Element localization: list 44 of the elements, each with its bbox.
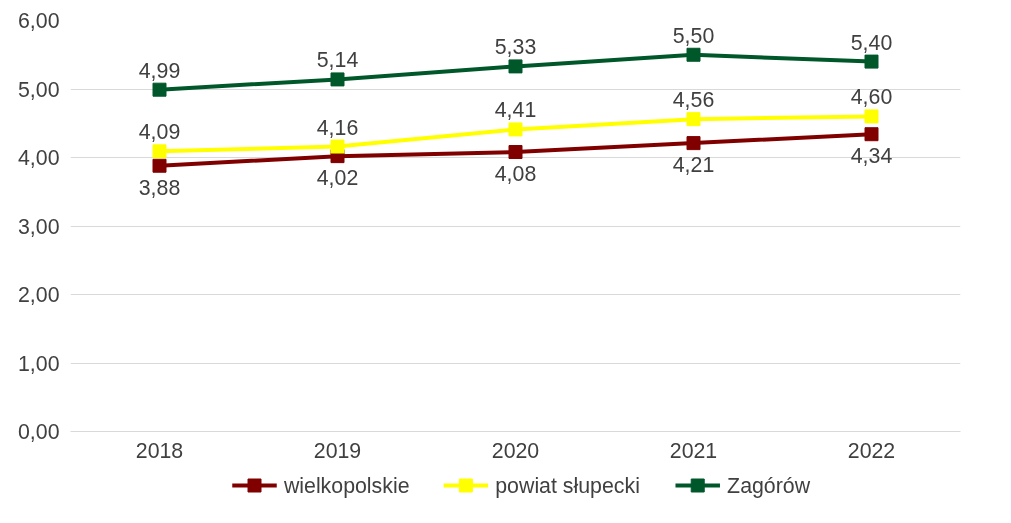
data-label: 4,09 [138, 120, 181, 145]
point [330, 139, 345, 154]
point [330, 72, 345, 87]
point [686, 112, 701, 127]
point [152, 144, 167, 159]
x-tick-label: 2020 [491, 438, 540, 463]
y-tick-label: 1,00 [17, 351, 60, 376]
x-tick-label: 2021 [669, 438, 718, 463]
point [686, 136, 701, 151]
legend-label: powiat słupecki [495, 473, 640, 498]
point [152, 82, 167, 97]
y-tick-label: 5,00 [17, 77, 60, 102]
y-tick-label: 2,00 [17, 283, 60, 307]
data-label: 4,99 [138, 58, 181, 83]
point [508, 122, 523, 137]
point [864, 109, 879, 124]
point [508, 59, 523, 74]
y-tick-label: 0,00 [17, 420, 60, 444]
data-label: 5,14 [316, 48, 359, 73]
data-label: 4,16 [316, 115, 359, 140]
point [864, 127, 879, 142]
y-tick-label: 3,00 [17, 214, 60, 239]
data-label: 4,21 [672, 153, 715, 178]
legend-label: wielkopolskie [282, 473, 410, 498]
data-label: 4,41 [494, 98, 537, 123]
point [508, 145, 523, 160]
data-label: 4,34 [850, 144, 893, 169]
x-tick-label: 2018 [135, 438, 184, 463]
data-label: 5,33 [494, 35, 537, 60]
data-label: 4,60 [850, 85, 893, 110]
data-label: 4,02 [316, 166, 359, 191]
data-label: 3,88 [138, 175, 181, 200]
x-tick-label: 2019 [313, 438, 362, 463]
point [686, 47, 701, 62]
point [152, 158, 167, 173]
data-label: 4,08 [494, 162, 537, 187]
legend-label: Zagórów [727, 473, 811, 498]
y-tick-label: 6,00 [17, 9, 60, 33]
data-label: 5,40 [850, 30, 893, 55]
x-tick-label: 2022 [847, 438, 896, 463]
y-tick-label: 4,00 [17, 146, 60, 170]
data-label: 5,50 [672, 23, 715, 48]
data-label: 4,56 [672, 88, 715, 113]
point [864, 54, 879, 69]
